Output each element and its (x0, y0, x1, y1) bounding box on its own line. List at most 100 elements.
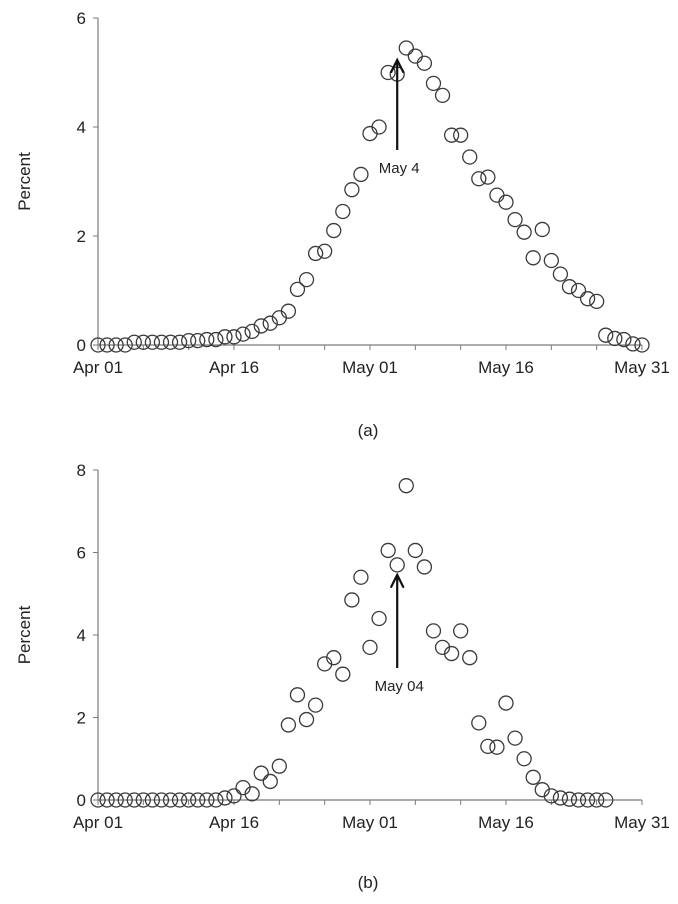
data-point-b (90, 792, 106, 808)
y-axis-title-a: Percent (15, 152, 34, 211)
annotation-arrowhead-b (390, 572, 405, 588)
data-point-a (217, 329, 233, 345)
data-point-b (480, 738, 496, 755)
data-point-b (543, 788, 559, 804)
data-point-a (471, 171, 487, 187)
x-tick-label-b: Apr 01 (73, 813, 123, 832)
data-point-a (498, 194, 514, 210)
data-point-b (253, 765, 269, 781)
data-point-a (298, 271, 315, 288)
data-point-b (126, 792, 142, 808)
y-tick-label-a: 0 (77, 336, 86, 355)
chart-panel-b: 0 2 4 6 8 Apr 01 Apr 16 May 01 May 16 May 31 Perce… (15, 461, 670, 892)
x-tick-label-b: Apr 16 (209, 813, 259, 832)
y-tick-label-a: 4 (77, 118, 86, 137)
data-point-a (235, 326, 251, 342)
data-point-a (570, 282, 587, 299)
data-point-b (579, 792, 596, 808)
data-point-a (543, 252, 559, 269)
data-point-b (489, 739, 505, 755)
data-point-a (362, 125, 378, 142)
data-point-b (135, 792, 151, 808)
data-point-a (135, 334, 151, 350)
x-tick-label-b: May 01 (342, 813, 398, 832)
y-tick-label-b: 8 (77, 461, 86, 480)
data-point-a (398, 40, 414, 56)
data-point-b (453, 623, 469, 639)
data-point-a (598, 327, 614, 343)
data-point-a (344, 182, 360, 198)
data-point-b (307, 697, 324, 713)
data-point-a (607, 330, 623, 347)
panel-label-a: (a) (358, 421, 379, 440)
data-point-b (117, 792, 133, 808)
data-point-a (335, 203, 351, 220)
data-point-b (226, 788, 242, 804)
data-point-a (516, 224, 532, 240)
data-point-b (199, 792, 215, 808)
y-tick-label-a: 6 (77, 9, 86, 28)
data-point-b (425, 623, 442, 639)
data-point-a (289, 281, 306, 298)
data-point-b (398, 478, 414, 494)
y-tick-label-a: 2 (77, 227, 86, 246)
data-point-a (171, 334, 188, 350)
data-point-a (579, 291, 596, 307)
data-point-a (625, 336, 641, 352)
data-point-a (462, 149, 478, 165)
data-point-b (190, 792, 206, 808)
x-tick-label-a: May 31 (614, 358, 670, 377)
panel-label-b: (b) (358, 873, 379, 892)
data-point-b (244, 786, 260, 802)
x-tick-label-a: Apr 16 (209, 358, 259, 377)
y-tick-label-b: 0 (77, 791, 86, 810)
data-point-a (99, 337, 115, 353)
data-point-a (561, 279, 578, 295)
x-tick-label-b: May 16 (478, 813, 534, 832)
x-tick-label-a: Apr 01 (73, 358, 123, 377)
data-point-a (208, 331, 224, 348)
y-tick-label-b: 2 (77, 709, 86, 728)
data-point-b (407, 542, 423, 559)
data-point-a (380, 64, 396, 81)
data-point-a (90, 337, 106, 353)
data-point-b (181, 792, 197, 808)
data-point-a (407, 48, 423, 64)
data-point-a (162, 334, 179, 350)
data-point-b (589, 792, 605, 808)
y-axis-title-b: Percent (15, 605, 34, 664)
data-point-a (480, 169, 496, 185)
data-point-b (443, 645, 460, 662)
data-point-b (462, 650, 478, 666)
data-point-b (326, 650, 342, 666)
data-point-a (507, 211, 523, 228)
data-point-a (307, 245, 324, 262)
data-point-a (371, 119, 387, 135)
data-point-b (570, 792, 587, 808)
data-point-a (634, 337, 650, 353)
data-point-b (298, 711, 315, 728)
annotation-label-b: May 04 (375, 678, 424, 695)
x-tick-label-a: May 01 (342, 358, 398, 377)
data-point-a (453, 127, 469, 143)
data-point-a (253, 318, 269, 334)
x-tick-label-b: May 31 (614, 813, 670, 832)
data-point-a (262, 315, 278, 331)
data-point-b (353, 569, 369, 585)
data-point-b (271, 758, 287, 774)
data-point-a (317, 243, 333, 259)
data-point-a (489, 187, 505, 203)
data-point-b (362, 639, 378, 656)
data-point-b (108, 792, 124, 808)
data-point-b (335, 666, 351, 682)
data-point-a (425, 75, 442, 92)
data-point-b (99, 792, 115, 808)
data-point-a (280, 303, 297, 319)
data-point-a (144, 334, 161, 350)
data-point-a (153, 334, 170, 350)
y-tick-label-b: 6 (77, 544, 86, 563)
x-tick-label-a: May 16 (478, 358, 534, 377)
data-point-b (289, 687, 306, 703)
data-point-b (153, 792, 170, 808)
